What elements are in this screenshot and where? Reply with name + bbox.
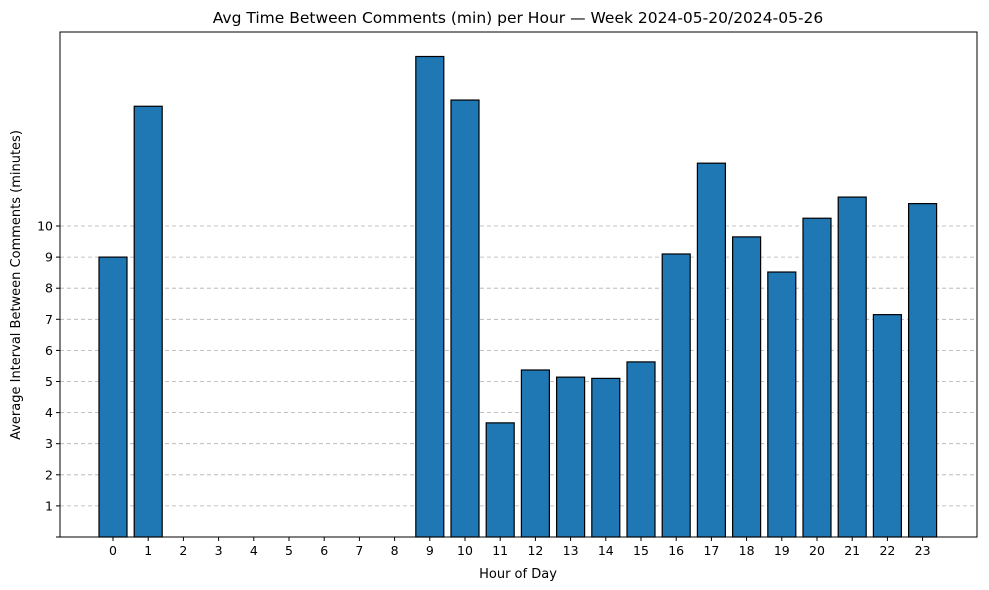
x-tick-label: 5	[285, 543, 293, 558]
x-tick-label: 12	[527, 543, 543, 558]
y-tick-label: 10	[37, 219, 53, 234]
x-tick-label: 3	[215, 543, 223, 558]
x-tick-label: 10	[457, 543, 473, 558]
bar-hour-17	[696, 162, 727, 538]
x-tick-label: 16	[668, 543, 684, 558]
y-tick-label: 6	[45, 343, 53, 358]
x-tick-label: 6	[320, 543, 328, 558]
x-tick-label: 14	[598, 543, 614, 558]
bar-hour-10	[450, 99, 480, 538]
bar-hour-19	[767, 271, 797, 538]
x-tick-label: 20	[809, 543, 825, 558]
bar-hour-21	[837, 196, 867, 538]
x-tick-label: 4	[250, 543, 258, 558]
x-tick-label: 18	[739, 543, 755, 558]
x-tick-label: 21	[844, 543, 860, 558]
y-tick-label: 4	[45, 405, 53, 420]
bar-hour-23	[907, 203, 938, 538]
x-tick-label: 9	[426, 543, 434, 558]
bar-hour-11	[485, 422, 515, 538]
x-axis-title: Hour of Day	[479, 567, 557, 582]
bar-hour-12	[520, 369, 551, 538]
bar-hour-15	[626, 361, 656, 538]
bar-hour-18	[731, 236, 762, 538]
x-tick-label: 15	[633, 543, 649, 558]
x-tick-label: 1	[144, 543, 152, 558]
x-tick-label: 11	[492, 543, 508, 558]
y-axis-ticks: 1 2 3 4 5 6 7 8 9 10	[37, 219, 60, 538]
bar-hour-22	[872, 314, 903, 538]
bar-hour-9	[415, 55, 445, 538]
bar-hour-1	[133, 105, 163, 538]
bar-hour-16	[661, 253, 691, 538]
bar-hour-13	[555, 376, 586, 538]
bar-hour-0	[98, 256, 128, 538]
y-tick-label: 9	[45, 250, 53, 265]
y-tick-label: 2	[45, 467, 53, 482]
x-tick-label: 7	[355, 543, 363, 558]
y-tick-label: 1	[45, 498, 53, 513]
y-tick-label: 8	[45, 281, 53, 296]
bar-hour-20	[802, 217, 832, 538]
bar-hour-14	[591, 377, 621, 538]
x-tick-label: 19	[774, 543, 790, 558]
y-tick-label: 5	[45, 374, 53, 389]
x-tick-label: 8	[391, 543, 399, 558]
y-axis-title: Average Interval Between Comments (minut…	[9, 130, 24, 440]
chart-title: Avg Time Between Comments (min) per Hour…	[213, 9, 824, 27]
x-tick-label: 0	[109, 543, 117, 558]
y-tick-label: 7	[45, 312, 53, 327]
x-tick-label: 17	[703, 543, 719, 558]
x-tick-label: 2	[179, 543, 187, 558]
y-tick-label: 3	[45, 436, 53, 451]
x-tick-label: 22	[879, 543, 895, 558]
plot-area-frame	[59, 31, 978, 538]
x-tick-label: 23	[915, 543, 931, 558]
x-axis-ticks: 0 1 2 3 4 5 6 7 8 9 10 11 12 13 14 15 16 17 18 19 20 21 22 23	[109, 537, 931, 558]
x-tick-label: 13	[563, 543, 579, 558]
